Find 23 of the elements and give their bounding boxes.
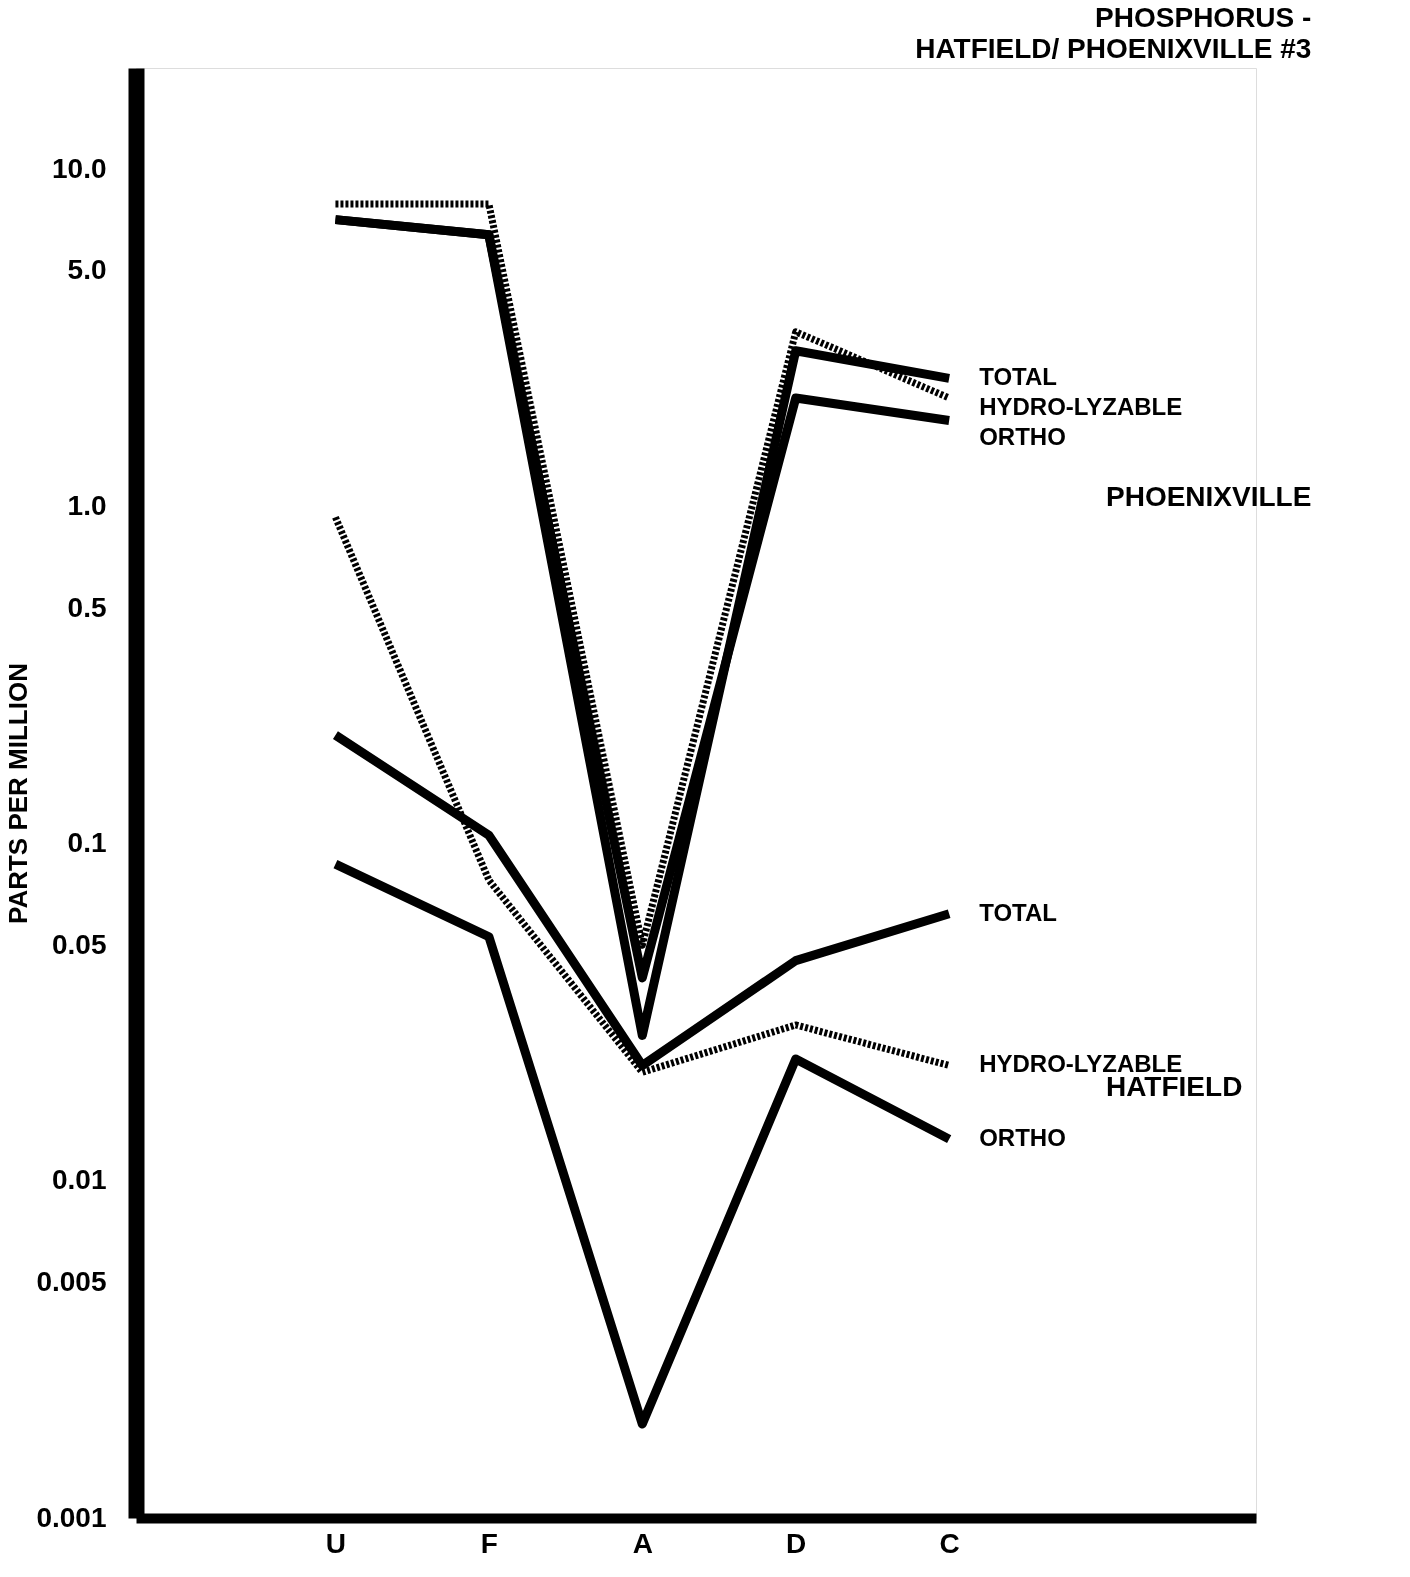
x-tick-label: F: [480, 1527, 498, 1559]
x-tick-label: A: [632, 1527, 653, 1559]
y-tick-label: 0.001: [36, 1501, 107, 1533]
series-label: HYDRO-LYZABLE: [979, 393, 1183, 421]
series-label: TOTAL: [979, 363, 1057, 391]
y-tick-label: 0.1: [67, 827, 107, 859]
series-label: ORTHO: [979, 1124, 1066, 1152]
y-tick-label: 1.0: [67, 490, 107, 522]
x-tick-label: D: [786, 1527, 807, 1559]
y-tick-label: 0.005: [36, 1265, 107, 1297]
y-tick-label: 10.0: [52, 152, 107, 184]
y-tick-label: 0.01: [52, 1164, 107, 1196]
series-label: ORTHO: [979, 423, 1066, 451]
series-label: TOTAL: [979, 898, 1057, 926]
x-tick-label: C: [939, 1527, 960, 1559]
text: PHOSPHORUS -: [1095, 2, 1312, 33]
x-tick-label: U: [325, 1527, 347, 1559]
y-axis-title: PARTS PER MILLION: [3, 663, 34, 924]
text: PHOENIXVILLE: [1106, 481, 1312, 512]
text: HATFIELD/ PHOENIXVILLE #3: [915, 33, 1312, 64]
y-tick-label: 5.0: [67, 254, 107, 286]
y-tick-label: 0.05: [52, 928, 107, 960]
y-tick-label: 0.5: [67, 591, 107, 623]
